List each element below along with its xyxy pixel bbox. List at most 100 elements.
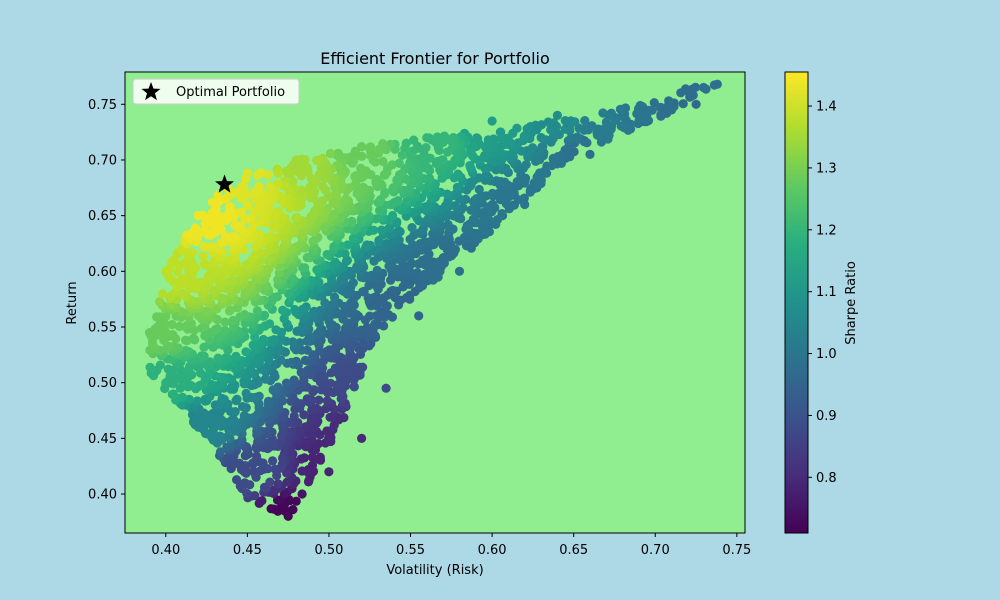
portfolio-point — [325, 378, 336, 388]
portfolio-point — [520, 199, 530, 210]
portfolio-point — [409, 230, 419, 240]
portfolio-point — [601, 122, 611, 132]
portfolio-point — [257, 496, 267, 506]
colorbar-tick-label: 1.3 — [816, 161, 837, 176]
portfolio-point — [299, 410, 309, 420]
y-tick-label: 0.45 — [88, 432, 117, 447]
portfolio-point — [438, 253, 448, 263]
portfolio-point — [394, 158, 404, 168]
portfolio-point — [495, 127, 505, 137]
portfolio-point — [178, 288, 188, 298]
portfolio-point — [297, 466, 307, 476]
portfolio-point — [296, 171, 307, 181]
portfolio-point — [379, 170, 390, 180]
portfolio-point — [552, 110, 563, 120]
portfolio-point — [190, 223, 201, 233]
portfolio-point — [232, 475, 242, 485]
optimal-portfolio-star-icon — [215, 174, 234, 193]
portfolio-point — [205, 357, 215, 367]
portfolio-point — [423, 214, 433, 224]
plot-frame — [124, 71, 746, 534]
portfolio-point — [289, 375, 299, 385]
portfolio-point — [250, 250, 260, 260]
portfolio-point — [407, 223, 417, 233]
portfolio-point — [263, 396, 274, 406]
portfolio-point — [270, 464, 280, 474]
portfolio-point — [155, 360, 165, 370]
portfolio-point — [487, 116, 497, 126]
portfolio-point — [468, 197, 479, 207]
portfolio-point — [215, 447, 226, 457]
portfolio-point — [315, 452, 325, 462]
x-tick-label: 0.65 — [559, 543, 588, 558]
portfolio-point — [240, 478, 250, 488]
portfolio-point — [372, 265, 382, 275]
portfolio-point — [320, 298, 330, 308]
portfolio-point — [304, 190, 314, 200]
portfolio-point — [213, 333, 223, 343]
portfolio-point — [598, 108, 608, 118]
y-tick-label: 0.75 — [88, 98, 117, 113]
y-axis-label: Return — [65, 281, 80, 324]
portfolio-point — [249, 467, 259, 477]
portfolio-point — [232, 394, 242, 404]
portfolio-point — [325, 148, 335, 159]
portfolio-point — [418, 255, 428, 265]
portfolio-point — [263, 170, 273, 180]
colorbar-tick-label: 1.2 — [816, 223, 837, 238]
portfolio-point — [231, 351, 241, 361]
portfolio-point — [348, 233, 358, 243]
portfolio-point — [481, 142, 491, 153]
portfolio-point — [227, 382, 237, 392]
portfolio-point — [450, 155, 460, 165]
portfolio-point — [364, 143, 375, 153]
colorbar-tick-label: 0.9 — [816, 409, 837, 424]
portfolio-point — [193, 422, 203, 432]
portfolio-point — [237, 182, 247, 192]
portfolio-point — [242, 467, 252, 477]
legend: Optimal Portfolio — [132, 78, 300, 105]
portfolio-point — [200, 226, 211, 236]
portfolio-point — [237, 232, 247, 242]
portfolio-point — [259, 310, 270, 320]
portfolio-point — [483, 222, 493, 232]
portfolio-point — [281, 378, 292, 388]
portfolio-point — [536, 133, 546, 143]
portfolio-point — [362, 240, 372, 250]
portfolio-point — [187, 248, 198, 258]
portfolio-point — [242, 168, 252, 178]
portfolio-point — [401, 211, 411, 221]
colorbar-tick-label: 0.8 — [816, 471, 837, 486]
portfolio-point — [388, 210, 398, 221]
portfolio-point — [271, 325, 281, 335]
portfolio-point — [331, 306, 341, 316]
portfolio-point — [678, 99, 688, 109]
x-tick-label: 0.60 — [478, 543, 507, 558]
portfolio-point — [324, 467, 334, 477]
portfolio-point — [357, 433, 367, 443]
portfolio-point — [333, 224, 343, 234]
portfolio-point — [491, 219, 501, 229]
portfolio-point — [537, 142, 547, 152]
portfolio-point — [269, 369, 279, 379]
portfolio-point — [273, 479, 283, 489]
portfolio-point — [241, 388, 251, 398]
portfolio-point — [252, 306, 262, 316]
portfolio-point — [632, 109, 642, 119]
portfolio-point — [548, 153, 558, 163]
portfolio-point — [519, 131, 529, 141]
portfolio-point — [283, 511, 293, 521]
portfolio-point — [252, 451, 262, 461]
portfolio-point — [328, 411, 338, 422]
portfolio-point — [161, 266, 171, 276]
portfolio-point — [163, 364, 173, 374]
portfolio-point — [371, 175, 381, 186]
portfolio-point — [560, 145, 570, 155]
portfolio-point — [288, 337, 298, 347]
portfolio-point — [168, 256, 178, 266]
portfolio-point — [236, 193, 246, 203]
x-axis-label: Volatility (Risk) — [386, 563, 483, 578]
portfolio-point — [362, 322, 372, 333]
portfolio-point — [144, 328, 155, 338]
portfolio-point — [465, 161, 475, 171]
